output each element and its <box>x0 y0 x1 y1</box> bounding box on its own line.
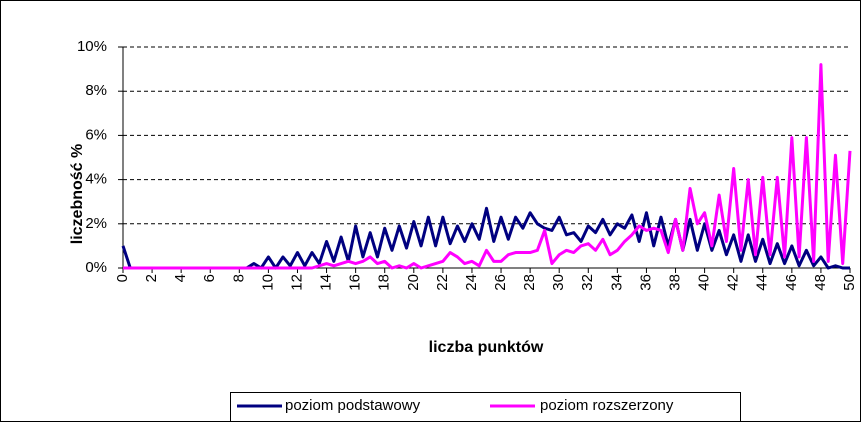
x-tick-label: 6 <box>201 274 218 282</box>
y-tick-label: 8% <box>85 82 107 99</box>
series-line <box>123 63 852 270</box>
x-tick-label: 30 <box>550 274 567 291</box>
x-tick-label: 40 <box>696 274 713 291</box>
x-tick-label: 42 <box>725 274 742 291</box>
x-tick-label: 2 <box>143 274 160 282</box>
x-tick-label: 8 <box>230 274 247 282</box>
y-tick-label: 6% <box>85 126 107 143</box>
x-axis-label: liczba punktów <box>429 339 544 356</box>
x-tick-label: 34 <box>608 274 625 291</box>
y-axis-label: liczebność % <box>69 144 86 244</box>
x-tick-label: 20 <box>405 274 422 291</box>
x-tick-label: 26 <box>492 274 509 291</box>
y-tick-label: 4% <box>85 171 107 188</box>
x-tick-label: 38 <box>666 274 683 291</box>
x-tick-label: 44 <box>754 274 771 291</box>
x-tick-label: 24 <box>463 274 480 291</box>
x-tick-label: 32 <box>579 274 596 291</box>
x-tick-label: 28 <box>521 274 538 291</box>
y-tick-label: 10% <box>77 38 107 55</box>
y-tick-label: 0% <box>85 259 107 276</box>
legend-box <box>230 392 741 422</box>
x-tick-label: 36 <box>637 274 654 291</box>
x-tick-label: 10 <box>259 274 276 291</box>
x-tick-label: 0 <box>114 274 131 282</box>
legend-label: poziom podstawowy <box>285 397 421 414</box>
x-tick-label: 14 <box>318 274 335 291</box>
x-tick-label: 46 <box>783 274 800 291</box>
x-tick-label: 12 <box>288 274 305 291</box>
x-tick-label: 18 <box>376 274 393 291</box>
y-tick-label: 2% <box>85 215 107 232</box>
x-tick-label: 4 <box>172 274 189 282</box>
x-tick-label: 22 <box>434 274 451 291</box>
x-tick-label: 50 <box>841 274 858 291</box>
x-tick-label: 48 <box>812 274 829 291</box>
legend-label: poziom rozszerzony <box>540 397 674 414</box>
x-tick-label: 16 <box>347 274 364 291</box>
